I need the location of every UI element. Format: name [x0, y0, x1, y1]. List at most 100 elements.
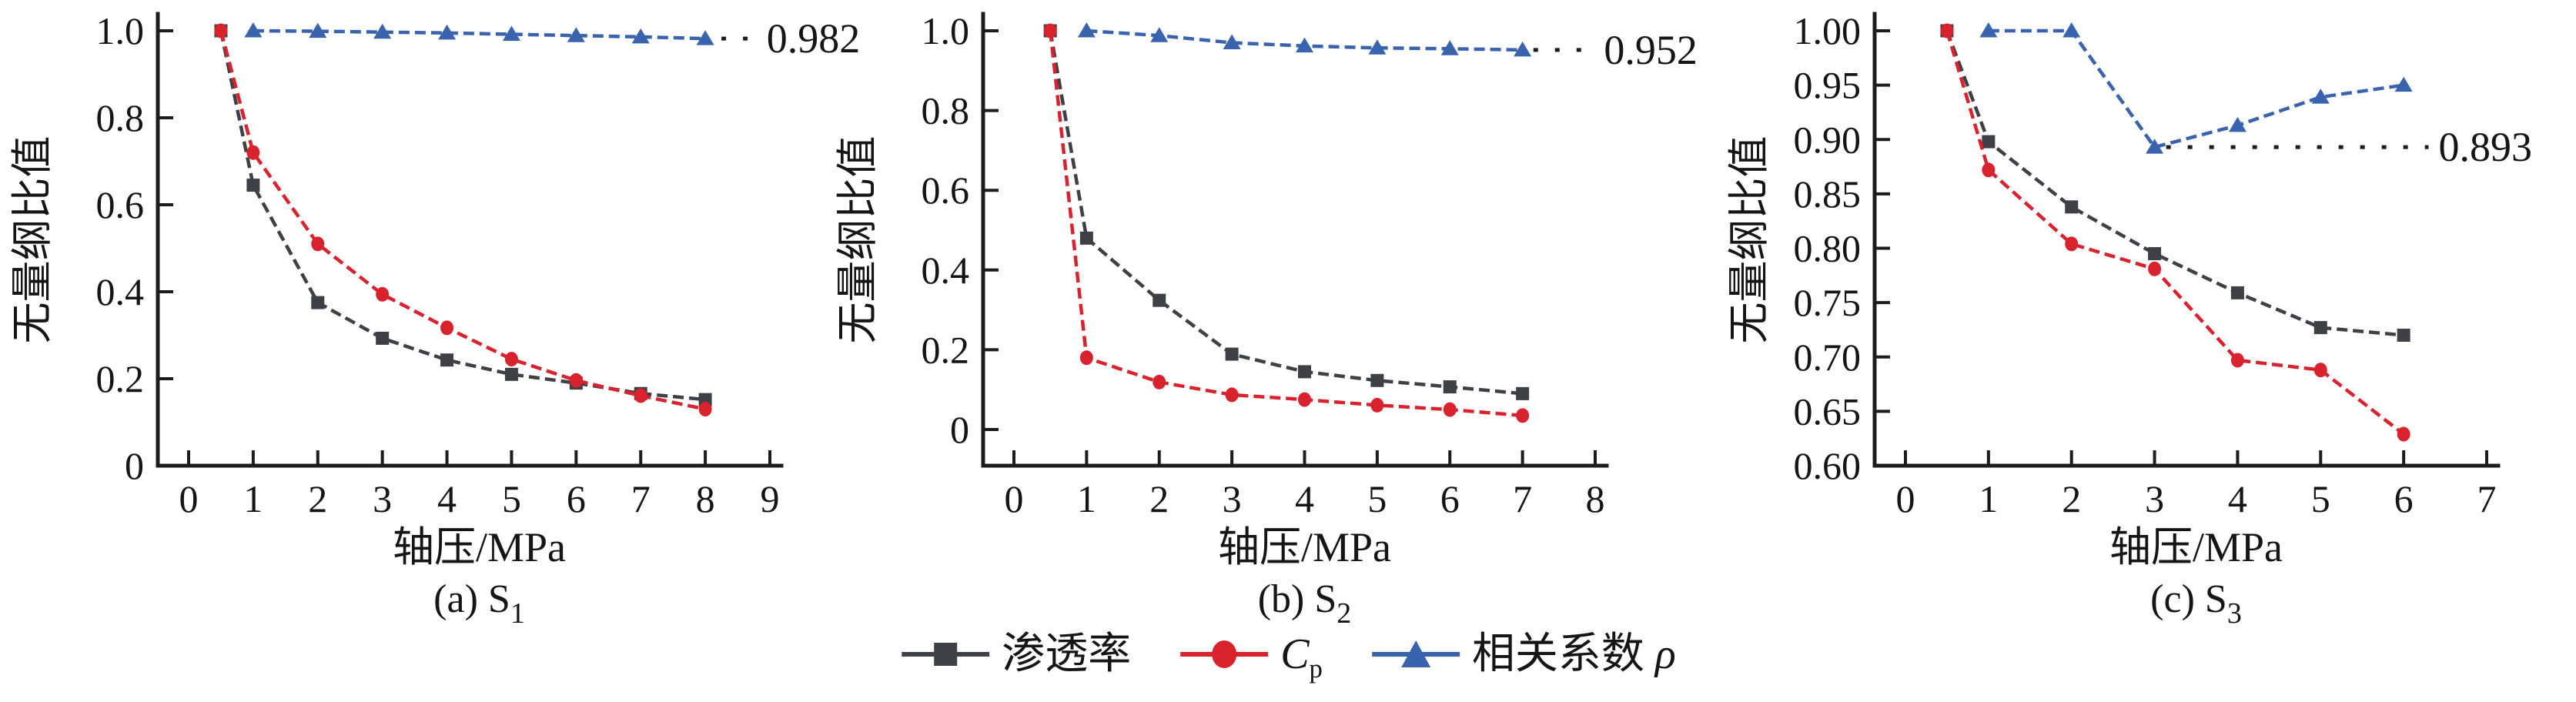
x-tick-label: 2: [2062, 477, 2081, 520]
y-axis-title: 无量纲比值: [835, 136, 881, 344]
triangle-marker-icon: [502, 25, 520, 42]
square-marker-icon: [902, 643, 990, 666]
y-tick-label: 1.0: [96, 9, 145, 52]
square-marker-icon: [1298, 365, 1311, 379]
circle-marker-icon: [1443, 402, 1457, 417]
y-tick-label: 0.6: [96, 183, 145, 226]
circle-marker-icon: [1516, 408, 1530, 423]
y-tick-label: 0: [950, 408, 969, 451]
x-tick-label: 2: [308, 477, 327, 520]
y-tick-label: 0.2: [96, 357, 145, 400]
legend: 渗透率 Cp 相关系数 ρ: [900, 633, 1676, 682]
y-tick-label: 0.80: [1794, 227, 1862, 270]
square-marker-icon: [1370, 373, 1384, 387]
series-line: [1048, 30, 1523, 418]
legend-item-correlation: 相关系数 ρ: [1370, 633, 1676, 676]
circle-marker-icon: [1940, 23, 1954, 38]
triangle-marker-icon: [2062, 22, 2081, 38]
x-tick-label: 0: [179, 477, 199, 520]
y-tick-label: 0.90: [1794, 118, 1862, 161]
x-tick-label: 4: [437, 477, 457, 520]
circle-marker-icon: [1043, 23, 1057, 38]
y-tick-label: 0.60: [1794, 444, 1862, 487]
series-circle: [214, 23, 712, 417]
square-marker-icon: [2230, 286, 2244, 299]
subplot-caption: (b) S2: [1258, 577, 1352, 630]
chart-b-canvas: 0 1 2 3 4 5 6 7 8 0 0.2 0.4 0.6 0.8 1.0 轴压/MPa 无量纲比值 (b) …: [835, 9, 1698, 630]
triangle-marker-icon: [1368, 39, 1387, 55]
legend-label-permeability: 渗透率: [1002, 630, 1132, 678]
square-marker-icon: [504, 367, 518, 381]
circle-marker-icon: [1079, 350, 1093, 366]
rho-symbol: ρ: [1654, 630, 1676, 678]
circle-marker-icon: [634, 388, 647, 403]
x-tick-label: 7: [631, 477, 651, 520]
y-tick-label: 0.8: [96, 96, 145, 139]
series-triangle: [1979, 22, 2413, 154]
y-axis-title: 无量纲比值: [1726, 136, 1772, 344]
circle-marker-icon: [698, 402, 712, 417]
legend-square-glyph: [934, 643, 958, 666]
x-axis-title: 轴压/MPa: [2109, 524, 2283, 570]
x-tick-label: 8: [1586, 477, 1605, 520]
x-tick-label: 1: [243, 477, 263, 520]
triangle-marker-icon: [1223, 34, 1241, 50]
triangle-marker-icon: [1371, 640, 1460, 667]
y-tick-label: 0.6: [922, 169, 970, 212]
triangle-marker-icon: [631, 28, 650, 44]
circle-marker-icon: [1982, 162, 1996, 178]
y-axis-title: 无量纲比值: [9, 136, 55, 344]
series-triangle: [244, 22, 714, 45]
x-tick-label: 9: [761, 477, 780, 520]
annotation: 0.893: [2166, 124, 2532, 170]
x-tick-label: 1: [1077, 477, 1096, 520]
circle-marker-icon: [504, 352, 518, 367]
series-circle: [1940, 23, 2410, 442]
x-axis-title: 轴压/MPa: [393, 524, 566, 570]
legend-circle-glyph: [1212, 640, 1237, 668]
circle-marker-icon: [376, 286, 390, 302]
square-marker-icon: [1225, 347, 1239, 361]
square-marker-icon: [440, 353, 454, 367]
y-tick-label: 1.00: [1794, 9, 1862, 52]
annotation-value: 0.982: [767, 15, 861, 62]
subplot-a-s1: 0 1 2 3 4 5 6 7 8 9 0 0.2 0.4 0.6 0.8 1.0 轴压/MPa 无量纲比值 (a)…: [0, 0, 861, 630]
square-marker-icon: [2313, 321, 2327, 335]
subplot-caption: (a) S1: [433, 577, 525, 630]
x-tick-label: 3: [1223, 477, 1242, 520]
x-tick-label: 4: [1295, 477, 1314, 520]
circle-marker-icon: [1180, 640, 1269, 668]
y-tick-label: 0.70: [1794, 336, 1862, 379]
subplot-caption: (c) S3: [2150, 577, 2242, 630]
series-square: [214, 24, 712, 406]
x-tick-label: 7: [1513, 477, 1532, 520]
circle-marker-icon: [1370, 397, 1384, 413]
subplot-c-s3: 0 1 2 3 4 5 6 7 0.60 0.65 0.70 0.75 0.80 0.85 0.90 0.95…: [1717, 0, 2575, 630]
square-marker-icon: [246, 179, 260, 192]
square-marker-icon: [1982, 135, 1996, 149]
triangle-marker-icon: [2146, 139, 2164, 154]
legend-item-cp: Cp: [1179, 633, 1323, 682]
x-tick-label: 4: [2228, 477, 2247, 520]
x-tick-label: 7: [2477, 477, 2497, 520]
x-tick-label: 2: [1149, 477, 1169, 520]
chart-c-canvas: 0 1 2 3 4 5 6 7 0.60 0.65 0.70 0.75 0.80 0.85 0.90 0.95…: [1726, 9, 2532, 630]
x-tick-label: 5: [1367, 477, 1387, 520]
triangle-marker-icon: [2311, 89, 2330, 104]
series-line: [219, 30, 706, 402]
triangle-marker-icon: [567, 27, 585, 42]
y-tick-label: 0.2: [922, 328, 970, 371]
square-marker-icon: [2397, 329, 2410, 342]
square-marker-icon: [2065, 200, 2079, 214]
legend-label-cp: Cp: [1280, 633, 1323, 682]
series-line: [253, 28, 706, 41]
circle-marker-icon: [1225, 387, 1239, 403]
circle-marker-icon: [1298, 392, 1311, 407]
square-marker-icon: [1443, 380, 1457, 394]
y-tick-label: 0.95: [1794, 64, 1862, 107]
chart-a-canvas: 0 1 2 3 4 5 6 7 8 9 0 0.2 0.4 0.6 0.8 1.0 轴压/MPa 无量纲比值 (a)…: [9, 9, 861, 630]
axes: [981, 12, 1609, 468]
circle-marker-icon: [2148, 261, 2162, 276]
legend-item-permeability: 渗透率: [900, 633, 1131, 676]
